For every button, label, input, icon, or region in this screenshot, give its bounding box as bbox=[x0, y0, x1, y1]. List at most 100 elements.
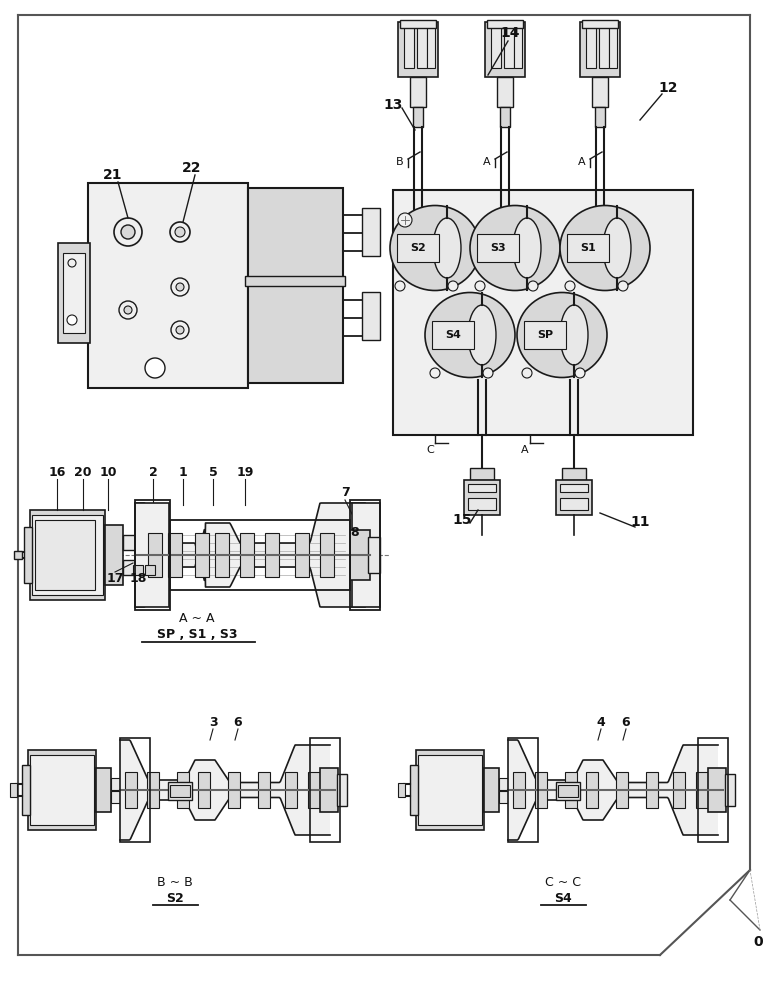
Bar bbox=[616, 772, 628, 808]
Bar bbox=[10, 783, 17, 797]
Bar bbox=[308, 772, 320, 808]
Bar bbox=[404, 26, 414, 68]
Bar bbox=[111, 791, 121, 803]
Bar bbox=[535, 772, 547, 808]
Ellipse shape bbox=[470, 206, 560, 290]
Circle shape bbox=[618, 281, 628, 291]
Bar bbox=[258, 772, 270, 808]
Circle shape bbox=[175, 227, 185, 237]
Bar bbox=[145, 565, 155, 575]
Bar bbox=[350, 530, 370, 580]
Bar bbox=[609, 26, 617, 68]
Bar bbox=[708, 768, 726, 812]
Text: 2: 2 bbox=[149, 466, 157, 479]
Circle shape bbox=[119, 301, 137, 319]
Circle shape bbox=[114, 218, 142, 246]
Text: 1: 1 bbox=[179, 466, 187, 479]
Bar bbox=[168, 782, 192, 800]
Bar bbox=[248, 188, 343, 278]
Bar bbox=[468, 498, 496, 510]
Bar bbox=[393, 190, 693, 435]
Bar bbox=[514, 26, 522, 68]
Text: SP: SP bbox=[537, 330, 553, 340]
Ellipse shape bbox=[560, 206, 650, 290]
Bar bbox=[123, 535, 135, 550]
Circle shape bbox=[176, 326, 184, 334]
Bar bbox=[556, 782, 580, 800]
Bar bbox=[558, 785, 578, 797]
Bar bbox=[592, 77, 608, 107]
Bar bbox=[464, 480, 500, 515]
Circle shape bbox=[124, 306, 132, 314]
Bar bbox=[580, 22, 620, 77]
Circle shape bbox=[121, 225, 135, 239]
Bar bbox=[14, 551, 22, 559]
Bar bbox=[120, 738, 150, 842]
Text: S1: S1 bbox=[580, 243, 596, 253]
Bar bbox=[362, 208, 380, 256]
Polygon shape bbox=[120, 740, 330, 840]
Bar bbox=[567, 234, 609, 262]
Bar bbox=[556, 480, 592, 515]
Bar bbox=[499, 778, 509, 790]
Circle shape bbox=[475, 281, 485, 291]
Text: S2: S2 bbox=[166, 892, 184, 904]
Bar bbox=[168, 533, 182, 577]
Bar bbox=[133, 565, 143, 575]
Bar bbox=[135, 500, 170, 610]
Circle shape bbox=[430, 368, 440, 378]
Circle shape bbox=[68, 259, 76, 267]
Text: A: A bbox=[483, 157, 491, 167]
Bar bbox=[240, 533, 254, 577]
Text: 16: 16 bbox=[48, 466, 66, 479]
Bar bbox=[410, 765, 418, 815]
Bar bbox=[215, 533, 229, 577]
Bar bbox=[28, 750, 96, 830]
Bar bbox=[513, 772, 525, 808]
Text: 4: 4 bbox=[597, 716, 605, 728]
Bar bbox=[148, 533, 162, 577]
Bar bbox=[565, 772, 577, 808]
Bar bbox=[485, 22, 525, 77]
Bar bbox=[228, 772, 240, 808]
Ellipse shape bbox=[425, 292, 515, 377]
Text: S3: S3 bbox=[490, 243, 506, 253]
Bar bbox=[63, 253, 85, 333]
Text: 5: 5 bbox=[209, 466, 217, 479]
Text: 8: 8 bbox=[351, 526, 359, 540]
Circle shape bbox=[448, 281, 458, 291]
Bar bbox=[24, 527, 32, 583]
Text: C: C bbox=[426, 445, 434, 455]
Bar bbox=[400, 20, 436, 28]
Bar bbox=[470, 468, 494, 480]
Bar bbox=[22, 765, 30, 815]
Circle shape bbox=[398, 213, 412, 227]
Bar bbox=[696, 772, 708, 808]
Circle shape bbox=[395, 281, 405, 291]
Bar bbox=[265, 533, 279, 577]
Bar bbox=[491, 26, 501, 68]
Bar bbox=[147, 772, 159, 808]
Text: 21: 21 bbox=[103, 168, 123, 182]
Polygon shape bbox=[135, 503, 365, 607]
Bar bbox=[135, 503, 169, 607]
Bar bbox=[111, 778, 121, 790]
Bar bbox=[477, 234, 519, 262]
Text: S2: S2 bbox=[410, 243, 426, 253]
Bar bbox=[320, 768, 338, 812]
Bar bbox=[646, 772, 658, 808]
Bar bbox=[413, 107, 423, 127]
Circle shape bbox=[575, 368, 585, 378]
Circle shape bbox=[145, 358, 165, 378]
Bar bbox=[295, 533, 309, 577]
Text: 15: 15 bbox=[452, 513, 472, 527]
Text: S4: S4 bbox=[445, 330, 461, 340]
Bar bbox=[416, 750, 484, 830]
Bar bbox=[499, 791, 509, 803]
Bar bbox=[562, 468, 586, 480]
Bar bbox=[497, 77, 513, 107]
Bar bbox=[320, 533, 334, 577]
Bar bbox=[362, 292, 380, 340]
Bar bbox=[35, 520, 95, 590]
Bar bbox=[310, 738, 340, 842]
